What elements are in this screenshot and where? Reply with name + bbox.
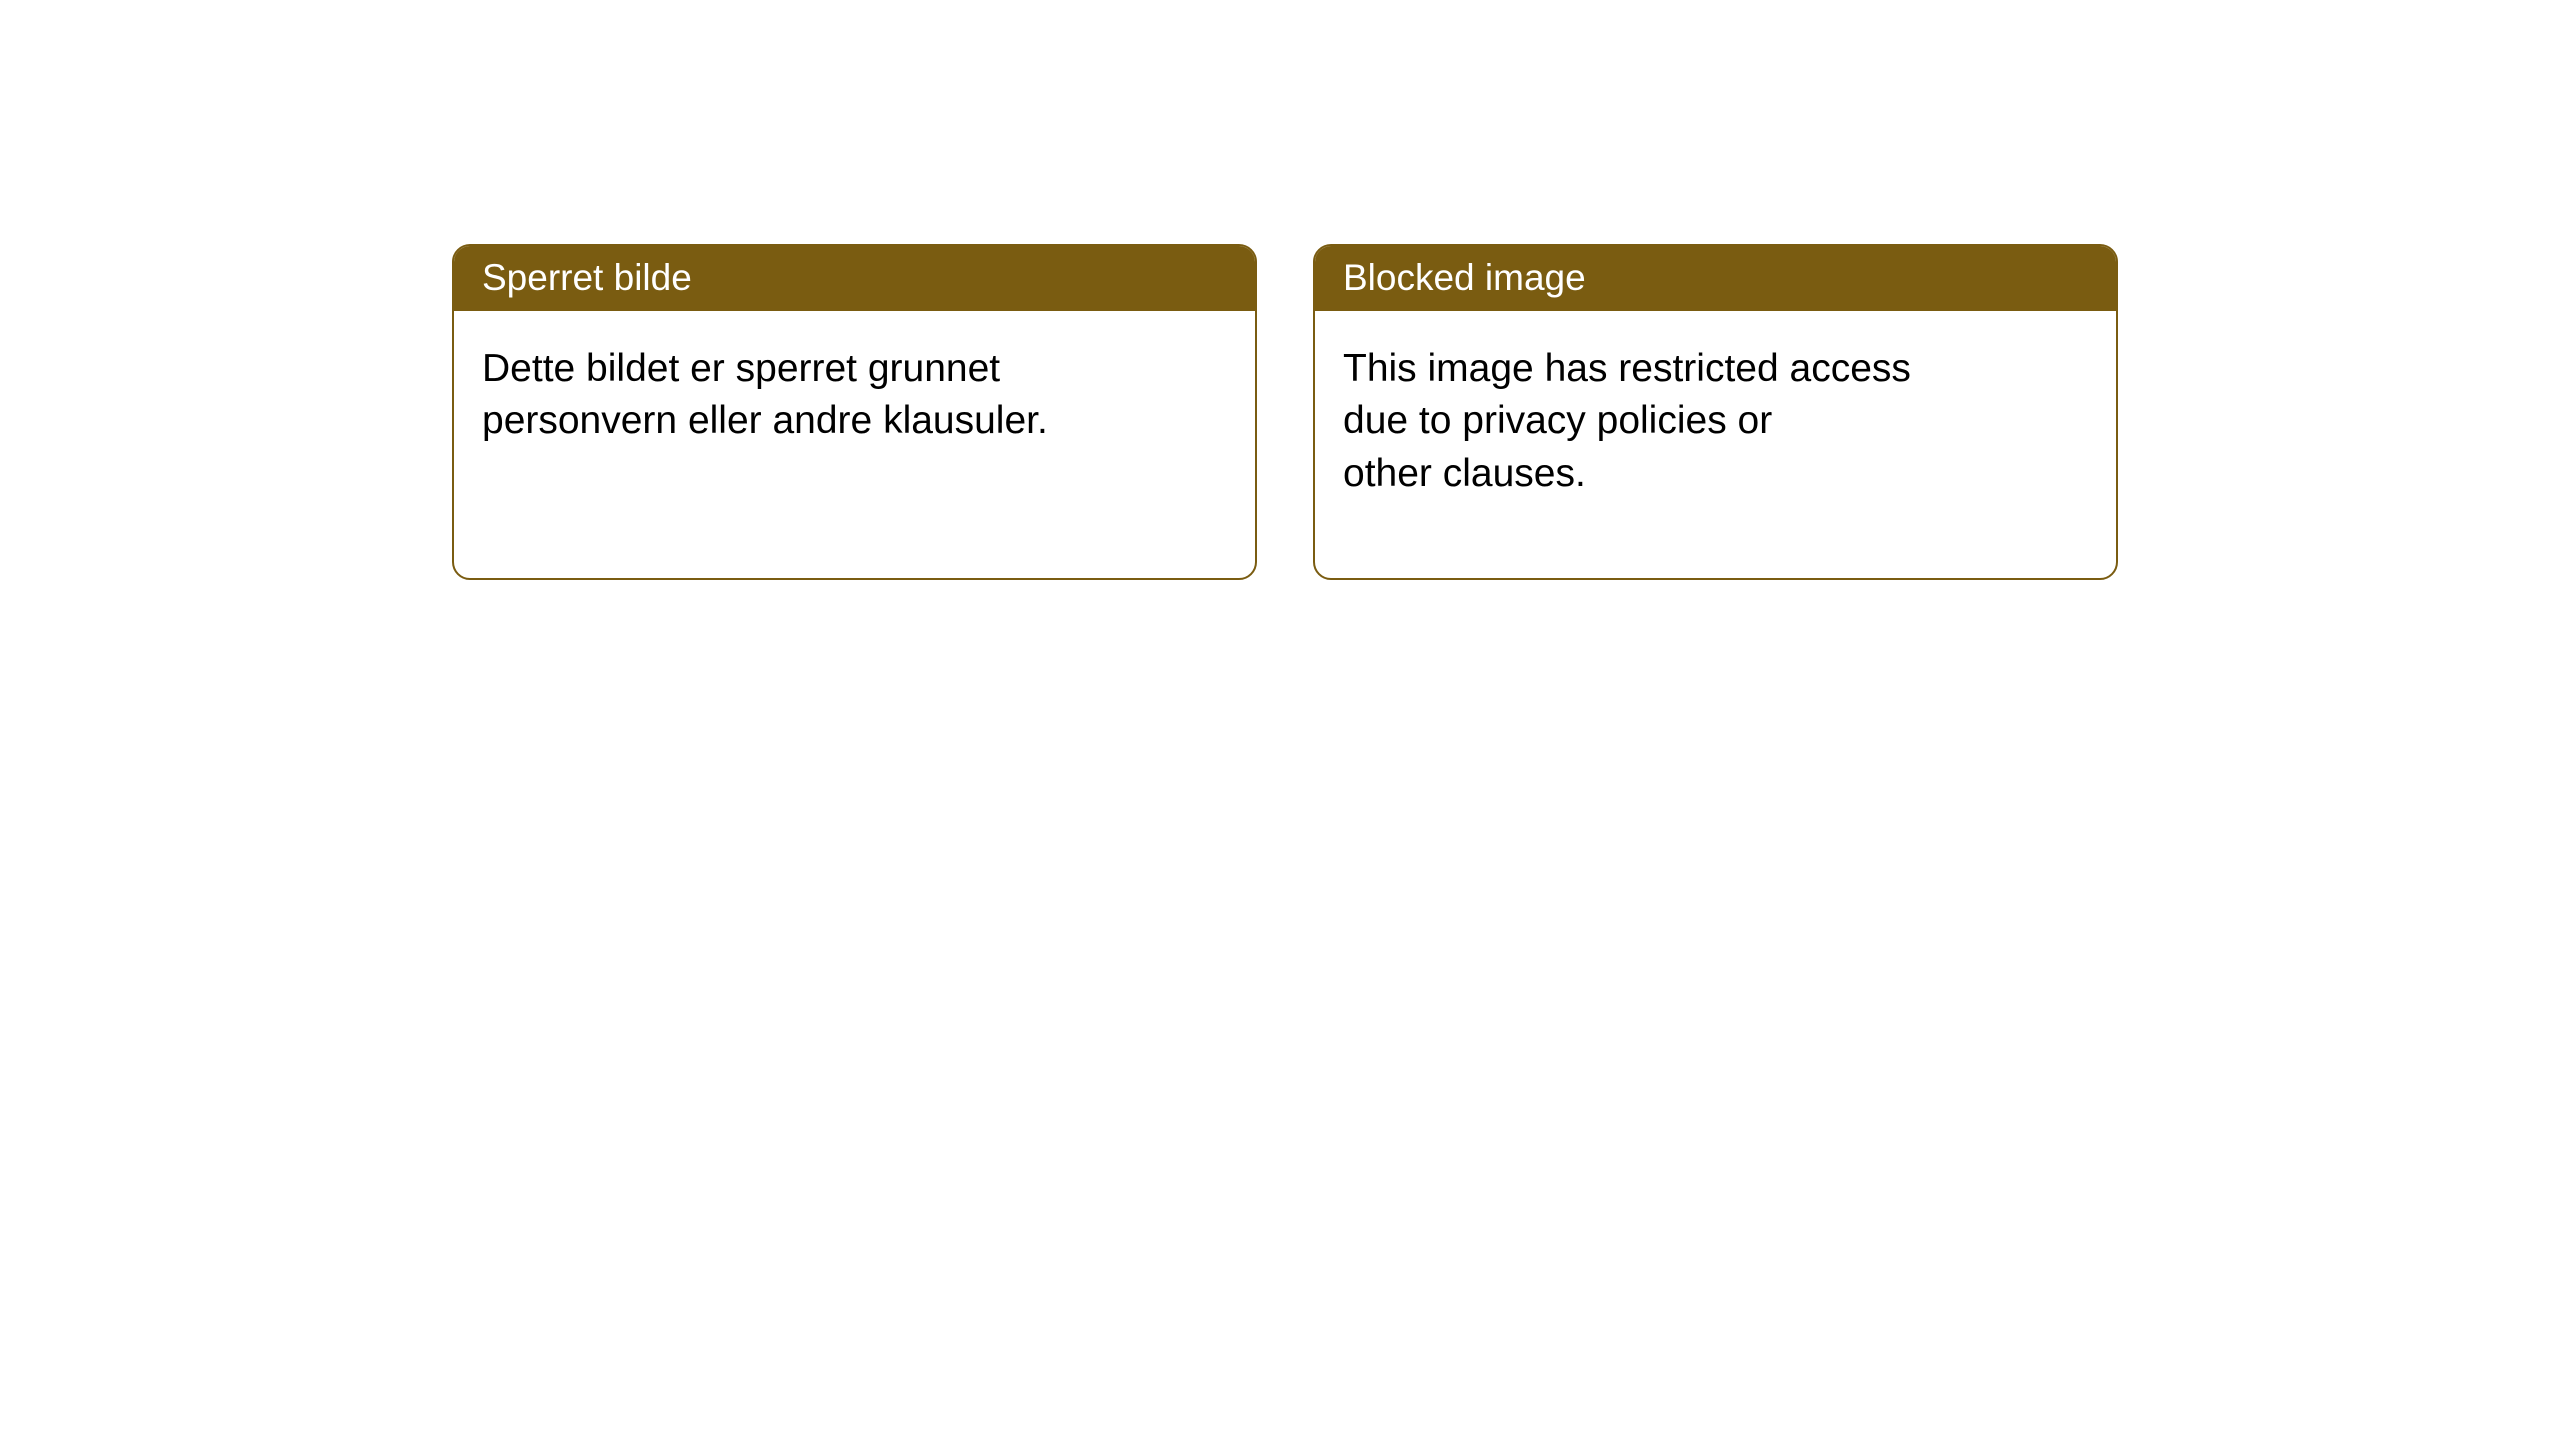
notice-container: Sperret bilde Dette bildet er sperret gr…: [452, 244, 2118, 580]
notice-header: Sperret bilde: [454, 246, 1255, 311]
notice-header: Blocked image: [1315, 246, 2116, 311]
notice-box-norwegian: Sperret bilde Dette bildet er sperret gr…: [452, 244, 1257, 580]
notice-box-english: Blocked image This image has restricted …: [1313, 244, 2118, 580]
notice-body: Dette bildet er sperret grunnet personve…: [454, 311, 1134, 476]
notice-body: This image has restricted access due to …: [1315, 311, 1995, 528]
